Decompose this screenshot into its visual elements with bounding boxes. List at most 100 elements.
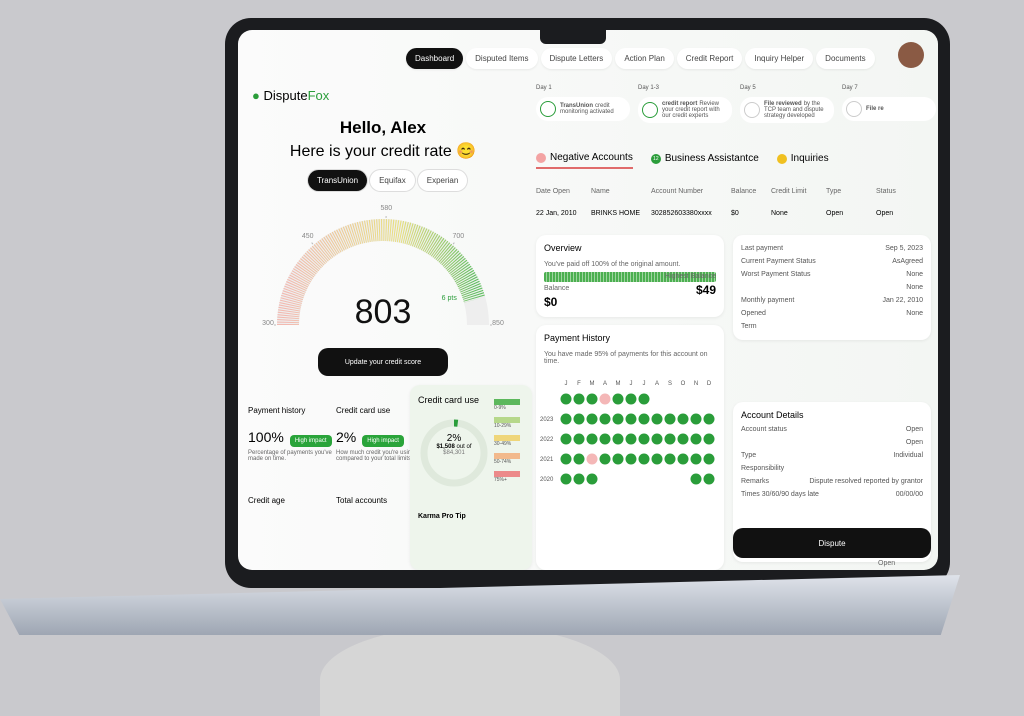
account-tab[interactable]: Inquiries [776,152,829,169]
logo-prefix: Dispute [263,88,308,103]
step-day: Day 5 [740,85,756,91]
card-legend: 0-9% 10-29% 30-49% 50-74% 75%+ [494,399,520,489]
factor-value: 2% [336,429,357,445]
footer-status: Open [878,560,896,567]
nav-item[interactable]: Action Plan [615,48,674,69]
detail-row: Last payment Sep 5, 2023 [741,245,923,252]
step-text: TransUnion credit monitoring activated [560,103,626,115]
detail-row: Worst Payment Status None [741,271,923,278]
factor-card: Credit age [248,490,332,505]
nav-item[interactable]: Documents [816,48,875,69]
bureau-tab[interactable]: Experian [417,170,468,191]
ad-cell: 00/00/00 [895,491,923,498]
table-header: Date Open Name Account Number Balance Credit… [536,188,931,195]
overview-note: You've paid off 100% of the original amo… [544,261,681,268]
td: $0 [731,210,739,217]
payment-dot [703,433,715,445]
card-use-panel: Credit card use 2% $1,508 out of $84,301… [410,385,532,570]
month-label: J [565,381,568,387]
ad-row: Remarks Dispute resolved reported by gran… [741,478,923,485]
payment-history: Payment History You have made 95% of pay… [536,325,724,570]
account-tab[interactable]: 12 Business Assistantce [650,152,759,169]
payment-dot [599,413,611,425]
step-day: Day 1 [536,85,552,91]
timeline-step: Day 5 File reviewed by the TCP team and di… [740,85,834,123]
factors: Payment history 100% High impact Percentage… [248,400,528,570]
card-of: out of [456,444,472,450]
avatar[interactable] [898,42,924,68]
step-desc: Review your credit report with our credi… [662,101,720,119]
detail-cell: Last payment [741,245,784,252]
payment-dot [599,453,611,465]
payment-dot [612,433,624,445]
detail-cell: Term [741,323,757,330]
payment-dot [677,413,689,425]
month-label: A [655,381,659,387]
payment-dot [664,413,676,425]
month-label: D [707,381,712,387]
stand [320,625,620,716]
step-bold: File reviewed [764,101,802,107]
highest: $49 [695,283,716,297]
ad-cell: Remarks [741,478,770,485]
score: 803 [355,293,412,331]
factor-badge: High impact [362,435,404,447]
nav-item[interactable]: Disputed Items [466,48,538,69]
ad-cell: Responsibility [741,465,785,472]
payment-dot [573,413,585,425]
details: Last payment Sep 5, 2023 Current Payment S… [733,235,931,340]
th: Balance [731,188,757,195]
balance: $0 [544,295,558,309]
payment-dot [573,453,585,465]
greeting-title: Hello, Alex [339,118,427,137]
account-tab[interactable]: Negative Accounts [536,152,633,169]
step-text: File reviewed by the TCP team and dispute… [764,101,830,119]
ad-rows: Account status Open Open Type Individual Resp… [741,426,923,498]
factor-value: 100% [248,429,284,445]
payment-dot [560,413,572,425]
score-change: 6 pts [442,295,458,302]
month-label: J [643,381,646,387]
detail-row: Monthly payment Jan 22, 2010 [741,297,923,304]
payment-dot [612,393,624,405]
nav: Dashboard Disputed Items Dispute Letters Ac… [406,48,878,69]
bureau-tab[interactable]: TransUnion [308,170,368,191]
legend-swatch [494,471,520,477]
update-button[interactable]: Update your credit score [318,348,448,376]
gauge-tick-label: 580 [380,205,392,212]
td: BRINKS HOME [591,210,641,217]
payment-dot [586,413,598,425]
payment-dot [560,473,572,485]
nav-item[interactable]: Dashboard [406,48,464,69]
account-tabs: Negative Accounts 12 Business Assistantce I… [536,152,829,169]
step-day: Day 1-3 [638,85,660,91]
nav-item[interactable]: Inquiry Helper [745,48,814,69]
factor-title: Total accounts [336,496,388,505]
tab-label: Business Assistantce [664,153,759,164]
step-body: credit report Review your credit report w… [638,97,732,123]
payment-dot [703,413,715,425]
step-bold: TransUnion [560,103,594,109]
detail-cell: Worst Payment Status [741,271,811,278]
timeline-step: Day 7 File re [842,85,936,123]
dispute-button[interactable]: Dispute [733,528,931,558]
payment-dot [638,433,650,445]
td: Open [876,210,894,217]
logo: ● DisputeFox [252,88,330,103]
payment-dot [690,413,702,425]
nav-item[interactable]: Dispute Letters [540,48,613,69]
table-row: 22 Jan, 2010 BRINKS HOME 302852603380xxxx $… [536,210,931,217]
ad-row: Times 30/60/90 days late 00/00/00 [741,491,923,498]
payment-dot [638,413,650,425]
tab-icon: 12 [650,153,661,164]
payment-dot [573,433,585,445]
screen: ● DisputeFox Dashboard Disputed Items Disp… [238,30,938,570]
month-label: M [616,381,621,387]
nav-item[interactable]: Credit Report [676,48,743,69]
detail-cell: Jan 22, 2010 [882,297,923,304]
bureau-tab[interactable]: Equifax [370,170,415,191]
month-label: M [590,381,595,387]
factor-title: Credit card use [336,406,391,415]
payment-dot [703,473,715,485]
